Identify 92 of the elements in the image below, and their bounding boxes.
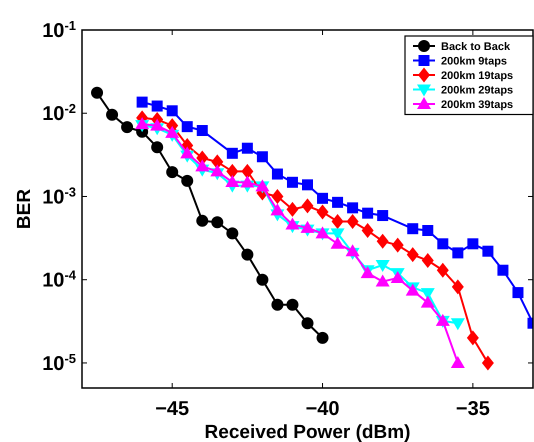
- point: [450, 318, 465, 330]
- point: [225, 175, 240, 188]
- point: [166, 166, 178, 178]
- point: [406, 247, 419, 262]
- y-tick-label: 10$^{-4}$: [42, 267, 77, 292]
- point: [106, 108, 118, 121]
- point: [450, 356, 465, 368]
- point: [362, 223, 374, 238]
- point: [271, 298, 284, 311]
- point: [376, 234, 389, 249]
- point: [286, 202, 298, 217]
- point: [346, 244, 360, 256]
- point: [316, 332, 329, 344]
- point: [270, 203, 284, 216]
- legend-label: 200km 9taps: [441, 56, 508, 68]
- point: [422, 253, 434, 268]
- point: [452, 279, 464, 294]
- point: [196, 125, 208, 136]
- point: [317, 192, 328, 204]
- point: [241, 164, 254, 179]
- point: [437, 238, 448, 250]
- point: [286, 176, 298, 188]
- point: [347, 202, 358, 214]
- point: [180, 146, 194, 158]
- point: [302, 179, 313, 190]
- point: [376, 274, 390, 287]
- point: [376, 260, 390, 272]
- point: [121, 121, 134, 134]
- point: [150, 118, 164, 131]
- point: [330, 228, 345, 240]
- x-tick-label: −45: [155, 398, 190, 420]
- point: [256, 151, 268, 162]
- y-tick-label: 10$^{-1}$: [42, 18, 76, 42]
- legend-label: 200km 19taps: [441, 70, 514, 82]
- point: [512, 287, 524, 298]
- point: [346, 214, 359, 230]
- legend-label: 200km 29taps: [441, 84, 514, 96]
- legend-label: 200km 39taps: [441, 99, 514, 111]
- y-axis-title: BER: [14, 188, 35, 230]
- point: [332, 214, 344, 230]
- point: [226, 148, 238, 159]
- y-tick-label: 10$^{-3}$: [42, 184, 76, 208]
- point: [152, 100, 163, 112]
- point: [256, 274, 268, 286]
- point: [195, 159, 210, 172]
- point: [466, 330, 479, 346]
- point: [210, 164, 224, 176]
- point: [316, 204, 329, 220]
- point: [136, 96, 148, 108]
- point: [482, 355, 494, 370]
- point: [242, 142, 253, 154]
- point: [151, 141, 164, 154]
- point: [330, 236, 345, 249]
- point: [422, 225, 434, 236]
- point: [436, 262, 449, 278]
- point: [302, 317, 314, 330]
- x-axis-title: Received Power (dBm): [204, 422, 410, 442]
- point: [226, 227, 238, 240]
- point: [392, 238, 404, 253]
- point: [226, 164, 238, 179]
- point: [165, 126, 180, 138]
- y-tick-label: 10$^{-5}$: [42, 350, 76, 375]
- point: [286, 298, 298, 311]
- point: [241, 248, 254, 261]
- point: [302, 198, 314, 214]
- point: [407, 223, 418, 234]
- point: [181, 174, 194, 187]
- point: [452, 247, 464, 258]
- point: [211, 216, 224, 228]
- point: [497, 264, 508, 276]
- point: [182, 121, 193, 132]
- point: [135, 117, 150, 130]
- point: [240, 176, 254, 188]
- point: [377, 210, 388, 222]
- point: [467, 238, 478, 250]
- point: [166, 105, 178, 116]
- y-tick-label: 10$^{-2}$: [42, 100, 76, 126]
- point: [300, 220, 314, 233]
- point: [362, 208, 374, 219]
- point: [420, 296, 435, 308]
- x-tick-label: −40: [306, 398, 340, 420]
- x-tick-label: −35: [456, 398, 490, 420]
- point: [271, 188, 284, 204]
- point: [285, 218, 300, 230]
- point: [272, 168, 283, 180]
- point: [332, 196, 344, 208]
- legend-label: Back to Back: [441, 41, 511, 53]
- point: [390, 270, 405, 283]
- point: [91, 86, 104, 99]
- point: [196, 214, 208, 227]
- point: [211, 154, 224, 170]
- point: [482, 246, 494, 257]
